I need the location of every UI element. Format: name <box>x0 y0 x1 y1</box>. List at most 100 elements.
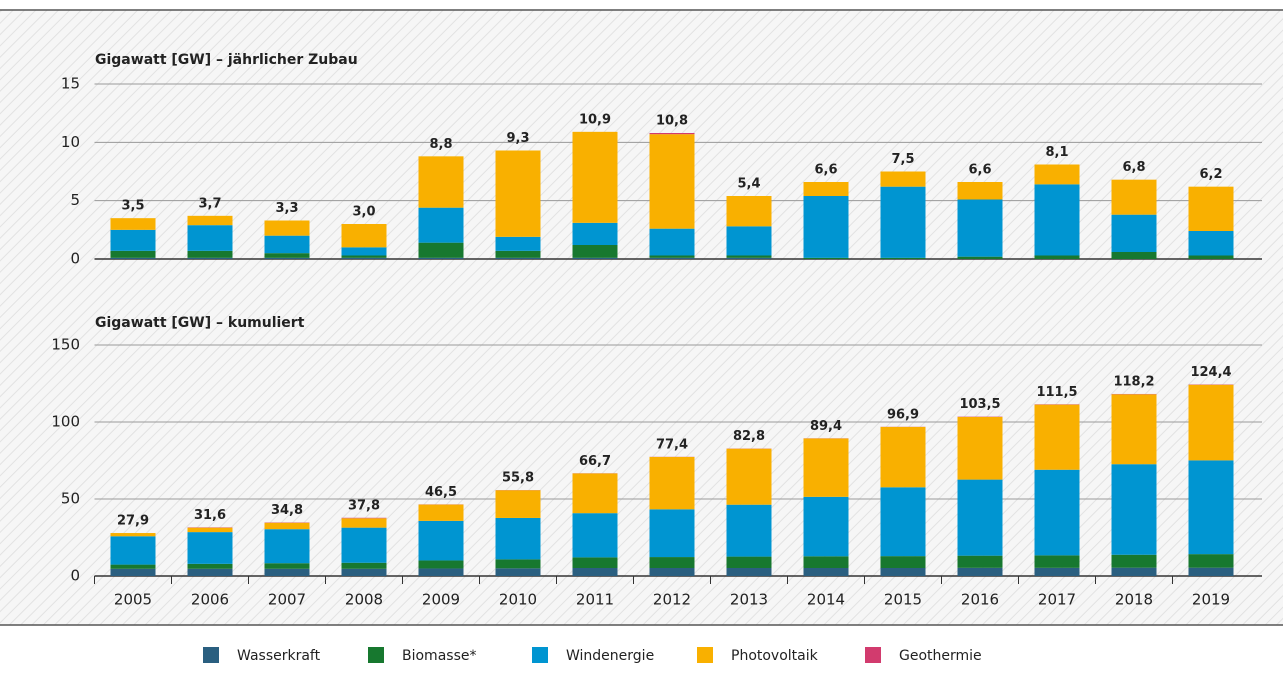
y-tick-label: 100 <box>51 413 80 431</box>
legend-swatch <box>865 647 881 663</box>
x-tick-label: 2012 <box>653 591 691 609</box>
bar-segment <box>341 562 387 569</box>
bar-segment <box>341 257 387 259</box>
legend-label: Windenergie <box>566 648 654 664</box>
total-label: 77,4 <box>656 437 688 452</box>
bar-segment <box>264 253 310 258</box>
total-label: 10,9 <box>579 112 611 127</box>
bar-segment <box>572 131 618 223</box>
bar-segment <box>264 220 310 236</box>
total-label: 46,5 <box>425 485 457 500</box>
legend-label: Wasserkraft <box>237 648 321 664</box>
total-label: 31,6 <box>194 508 226 523</box>
bar-segment <box>957 256 1003 259</box>
bar-segment <box>341 247 387 256</box>
bar-segment <box>110 536 156 565</box>
total-label: 6,6 <box>968 163 991 178</box>
bar-segment <box>495 517 541 560</box>
bar-segment <box>341 527 387 563</box>
bar-segment <box>649 133 695 135</box>
bar-segment <box>1111 464 1157 555</box>
total-label: 82,8 <box>733 429 765 444</box>
bar-segment <box>572 513 618 558</box>
total-label: 3,3 <box>275 201 298 216</box>
bar-segment <box>418 560 464 569</box>
bar-segment <box>110 250 156 258</box>
bar-segment <box>649 257 695 259</box>
bar-segment <box>110 257 156 259</box>
x-tick-label: 2018 <box>1115 591 1153 609</box>
bar-segment <box>649 509 695 558</box>
bar-segment <box>572 557 618 568</box>
total-label: 3,0 <box>352 205 375 220</box>
bar-segment <box>495 236 541 251</box>
bar-segment <box>726 556 772 568</box>
bar-segment <box>1188 460 1234 555</box>
legend-label: Biomasse* <box>402 648 476 664</box>
bar-segment <box>341 568 387 576</box>
legend-label: Geothermie <box>899 648 982 664</box>
bar-segment <box>572 473 618 514</box>
bar-segment <box>649 567 695 576</box>
x-tick-label: 2008 <box>345 591 383 609</box>
bar-segment <box>264 522 310 530</box>
x-tick-label: 2007 <box>268 591 306 609</box>
y-tick-label: 10 <box>61 133 80 151</box>
total-label: 124,4 <box>1190 365 1231 380</box>
bar-segment <box>264 257 310 259</box>
x-tick-label: 2016 <box>961 591 999 609</box>
bar-segment <box>803 496 849 557</box>
bar-segment <box>649 134 695 229</box>
bar-segment <box>880 257 926 259</box>
bar-segment <box>264 235 310 254</box>
total-label: 3,7 <box>198 196 221 211</box>
total-label: 66,7 <box>579 454 611 469</box>
total-label: 7,5 <box>891 152 914 167</box>
bar-segment <box>880 171 926 187</box>
bar-segment <box>418 504 464 521</box>
bar-segment <box>264 563 310 569</box>
bar-segment <box>264 529 310 564</box>
y-tick-label: 150 <box>51 336 80 354</box>
total-label: 89,4 <box>810 419 842 434</box>
bar-segment <box>1034 184 1080 256</box>
x-tick-label: 2009 <box>422 591 460 609</box>
bar-segment <box>649 228 695 256</box>
total-label: 5,4 <box>737 177 760 192</box>
bar-segment <box>418 156 464 208</box>
bar-segment <box>1034 567 1080 576</box>
bar-segment <box>1188 554 1234 568</box>
bar-segment <box>495 150 541 237</box>
total-label: 3,5 <box>121 199 144 214</box>
bar-segment <box>264 568 310 576</box>
x-tick-label: 2010 <box>499 591 537 609</box>
bar-segment <box>1188 567 1234 576</box>
x-tick-label: 2005 <box>114 591 152 609</box>
bar-segment <box>957 567 1003 576</box>
bar-segment <box>1034 164 1080 185</box>
bar-segment <box>880 556 926 568</box>
bar-segment <box>1188 231 1234 256</box>
legend-swatch <box>532 647 548 663</box>
total-label: 96,9 <box>887 407 919 422</box>
bar-segment <box>418 207 464 243</box>
bar-segment <box>418 257 464 259</box>
bar-segment <box>187 563 233 569</box>
total-label: 27,9 <box>117 514 149 529</box>
bar-segment <box>803 438 849 497</box>
x-tick-label: 2011 <box>576 591 614 609</box>
bar-segment <box>957 416 1003 480</box>
bar-segment <box>649 456 695 510</box>
bar-segment <box>187 225 233 251</box>
x-tick-label: 2017 <box>1038 591 1076 609</box>
bar-segment <box>187 250 233 258</box>
bar-segment <box>572 245 618 258</box>
bar-segment <box>1111 567 1157 576</box>
bar-segment <box>957 555 1003 568</box>
legend-swatch <box>368 647 384 663</box>
x-tick-label: 2015 <box>884 591 922 609</box>
bar-segment <box>726 196 772 227</box>
panel-title: Gigawatt [GW] – kumuliert <box>95 315 305 331</box>
bar-segment <box>880 186 926 258</box>
